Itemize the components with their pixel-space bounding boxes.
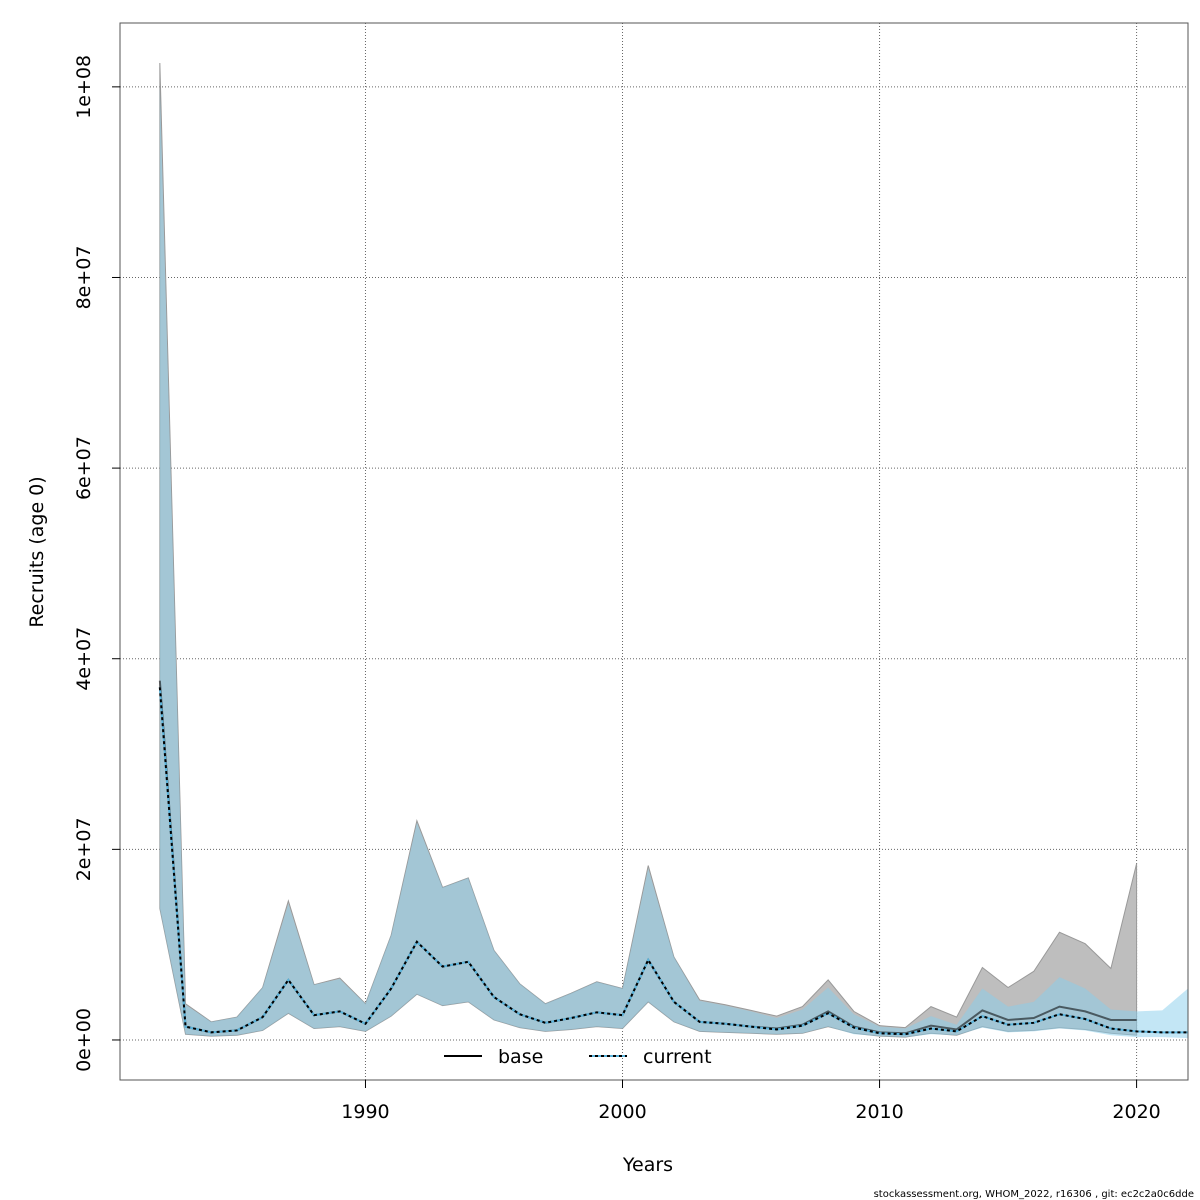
x-tick-label: 2020 (1112, 1101, 1160, 1123)
x-axis-label: Years (622, 1154, 673, 1176)
y-tick-label: 2e+07 (73, 817, 95, 881)
footer-credit: stockassessment.org, WHOM_2022, r16306 ,… (874, 1189, 1194, 1200)
y-axis-label: Recruits (age 0) (26, 476, 48, 627)
current-estimate-line-under (158, 687, 1188, 1036)
plot-frame (119, 22, 1189, 1081)
y-tick-label: 8e+07 (73, 246, 95, 310)
legend-base-label: base (498, 1046, 543, 1068)
x-tick-label: 2010 (855, 1101, 903, 1123)
bands (159, 63, 1188, 1039)
current-confidence-band (159, 86, 1188, 1039)
x-axis: 1990 2000 2010 2020 (341, 1080, 1161, 1123)
lines (158, 680, 1188, 1036)
y-tick-label: 0e+00 (73, 1008, 95, 1072)
y-tick-label: 4e+07 (73, 627, 95, 691)
y-tick-label: 6e+07 (73, 436, 95, 500)
x-tick-label: 1990 (341, 1101, 389, 1123)
y-tick-label: 1e+08 (73, 55, 95, 119)
legend-current-label: current (643, 1046, 712, 1068)
y-axis: 0e+00 2e+07 4e+07 6e+07 8e+07 1e+08 (73, 55, 120, 1072)
grid (120, 23, 1188, 1080)
x-tick-label: 2000 (598, 1101, 646, 1123)
legend: base current (444, 1046, 712, 1068)
